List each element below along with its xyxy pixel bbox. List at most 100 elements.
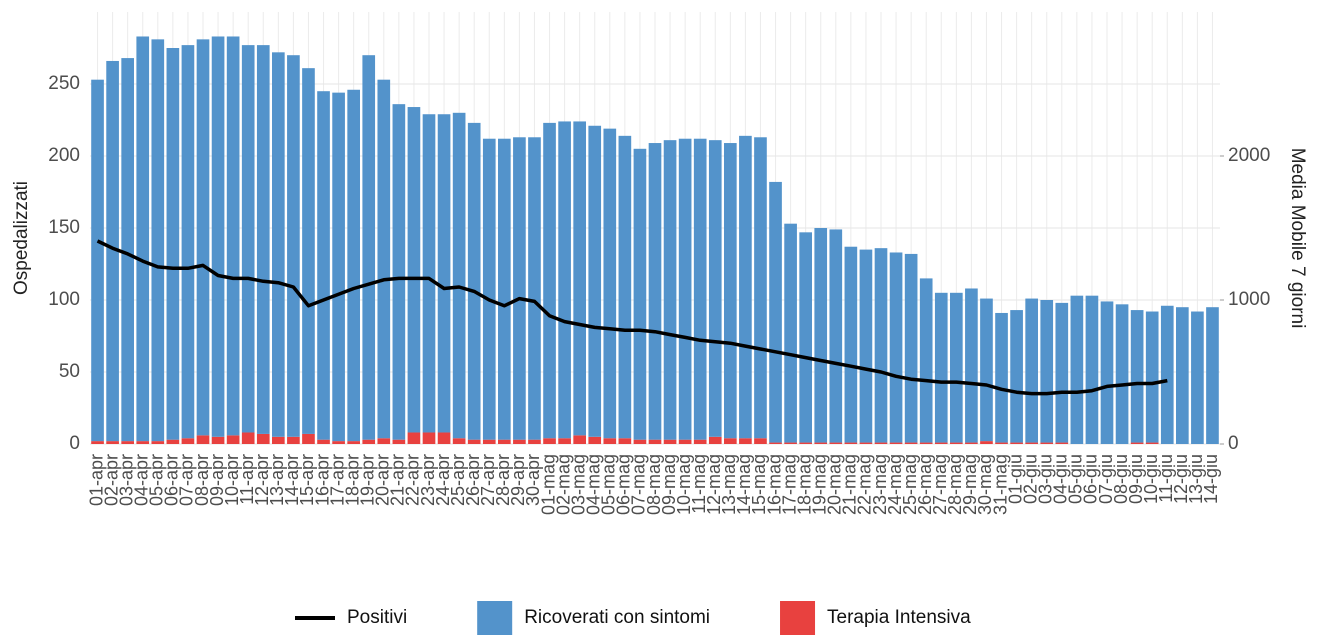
bar: [513, 439, 526, 444]
y2-tick-label: 2000: [1228, 145, 1270, 166]
bar: [874, 248, 888, 443]
bar: [528, 137, 541, 440]
x-tick-label: 29-apr: [508, 454, 528, 506]
bar: [573, 121, 586, 436]
x-tick-label: 29-mag: [960, 454, 980, 515]
x-tick-label: 09-giu: [1126, 454, 1146, 504]
bar: [829, 442, 843, 444]
x-tick-label: 19-mag: [809, 454, 829, 515]
x-tick-label: 17-apr: [327, 454, 347, 506]
y2-tick-label: 0: [1228, 433, 1239, 454]
bar: [814, 442, 828, 444]
y-tick-label: 150: [48, 217, 80, 238]
bar: [965, 288, 978, 443]
bar: [1145, 311, 1159, 443]
bar: [302, 433, 315, 444]
bar: [166, 439, 180, 444]
bar: [950, 292, 963, 443]
bar: [588, 125, 602, 437]
legend-swatch: [477, 601, 513, 635]
bar: [603, 128, 617, 439]
legend-label: Terapia Intensiva: [827, 607, 971, 628]
bar: [633, 439, 647, 444]
bar: [377, 79, 391, 439]
bar: [1145, 442, 1159, 444]
x-tick-label: 17-mag: [779, 454, 799, 515]
line: [96, 239, 1168, 396]
bar: [241, 45, 255, 433]
bar: [452, 112, 466, 439]
x-tick-label: 02-giu: [1020, 454, 1040, 504]
bar: [91, 79, 104, 442]
bar: [754, 438, 767, 444]
bar: [437, 114, 451, 433]
x-tick-label: 23-apr: [418, 454, 438, 506]
x-tick-label: 16-mag: [764, 454, 784, 515]
bar: [166, 48, 180, 440]
bar: [1206, 307, 1219, 444]
x-tick-label: 12-apr: [252, 454, 272, 506]
x-tick-label: 25-mag: [900, 454, 920, 515]
bar: [1191, 311, 1204, 444]
bar: [904, 442, 918, 444]
bar: [1100, 301, 1114, 444]
x-tick-label: 24-mag: [885, 454, 905, 515]
bar: [392, 439, 406, 444]
legend-swatch: [780, 601, 816, 635]
bar: [1115, 304, 1129, 444]
bar: [573, 435, 586, 444]
x-tick-label: 08-mag: [644, 454, 664, 515]
bar: [904, 253, 918, 443]
bar: [467, 439, 481, 444]
x-tick-label: 30-apr: [523, 454, 543, 506]
bar: [272, 52, 285, 437]
bar: [317, 439, 330, 444]
x-tick-label: 27-apr: [478, 454, 498, 506]
bar: [1176, 307, 1189, 444]
bar: [1130, 310, 1144, 443]
x-tick-label: 24-apr: [433, 454, 453, 506]
bar: [648, 143, 662, 440]
x-tick-label: 02-apr: [101, 454, 121, 506]
x-tick-label: 28-mag: [945, 454, 965, 515]
x-tick-label: 08-giu: [1111, 454, 1131, 504]
bar: [317, 91, 330, 440]
bar: [663, 140, 677, 440]
bar: [347, 441, 360, 444]
x-tick-label: 12-mag: [704, 454, 724, 515]
x-tick-label: 18-mag: [794, 454, 814, 515]
bar: [226, 435, 240, 444]
x-tick-label: 20-apr: [373, 454, 393, 506]
x-tick-label: 01-mag: [538, 454, 558, 515]
bar: [663, 439, 677, 444]
x-tick-label: 30-mag: [975, 454, 995, 515]
x-tick-label: 08-apr: [192, 454, 212, 506]
x-tick-label: 02-mag: [553, 454, 573, 515]
x-tick-label: 13-giu: [1186, 454, 1206, 504]
bar: [151, 441, 165, 444]
bar: [980, 441, 993, 444]
bar: [1070, 295, 1084, 444]
bar: [950, 442, 963, 444]
x-tick-label: 05-giu: [1066, 454, 1086, 504]
x-tick-label: 05-mag: [599, 454, 619, 515]
bar: [407, 107, 421, 433]
bar: [724, 143, 737, 439]
bar: [829, 229, 843, 443]
bar: [558, 121, 571, 439]
bar: [543, 122, 556, 439]
bar: [543, 438, 556, 444]
x-tick-label: 11-apr: [237, 454, 257, 505]
x-tick-label: 22-mag: [855, 454, 875, 515]
bar: [287, 55, 300, 437]
bar: [272, 436, 285, 444]
x-tick-label: 04-apr: [131, 454, 151, 506]
x-tick-label: 09-mag: [659, 454, 679, 515]
x-tick-label: 26-apr: [463, 454, 483, 506]
bar: [422, 432, 436, 444]
bar: [256, 433, 270, 444]
bar: [211, 36, 225, 437]
x-tick-label: 13-apr: [267, 454, 287, 506]
bar: [362, 439, 376, 444]
